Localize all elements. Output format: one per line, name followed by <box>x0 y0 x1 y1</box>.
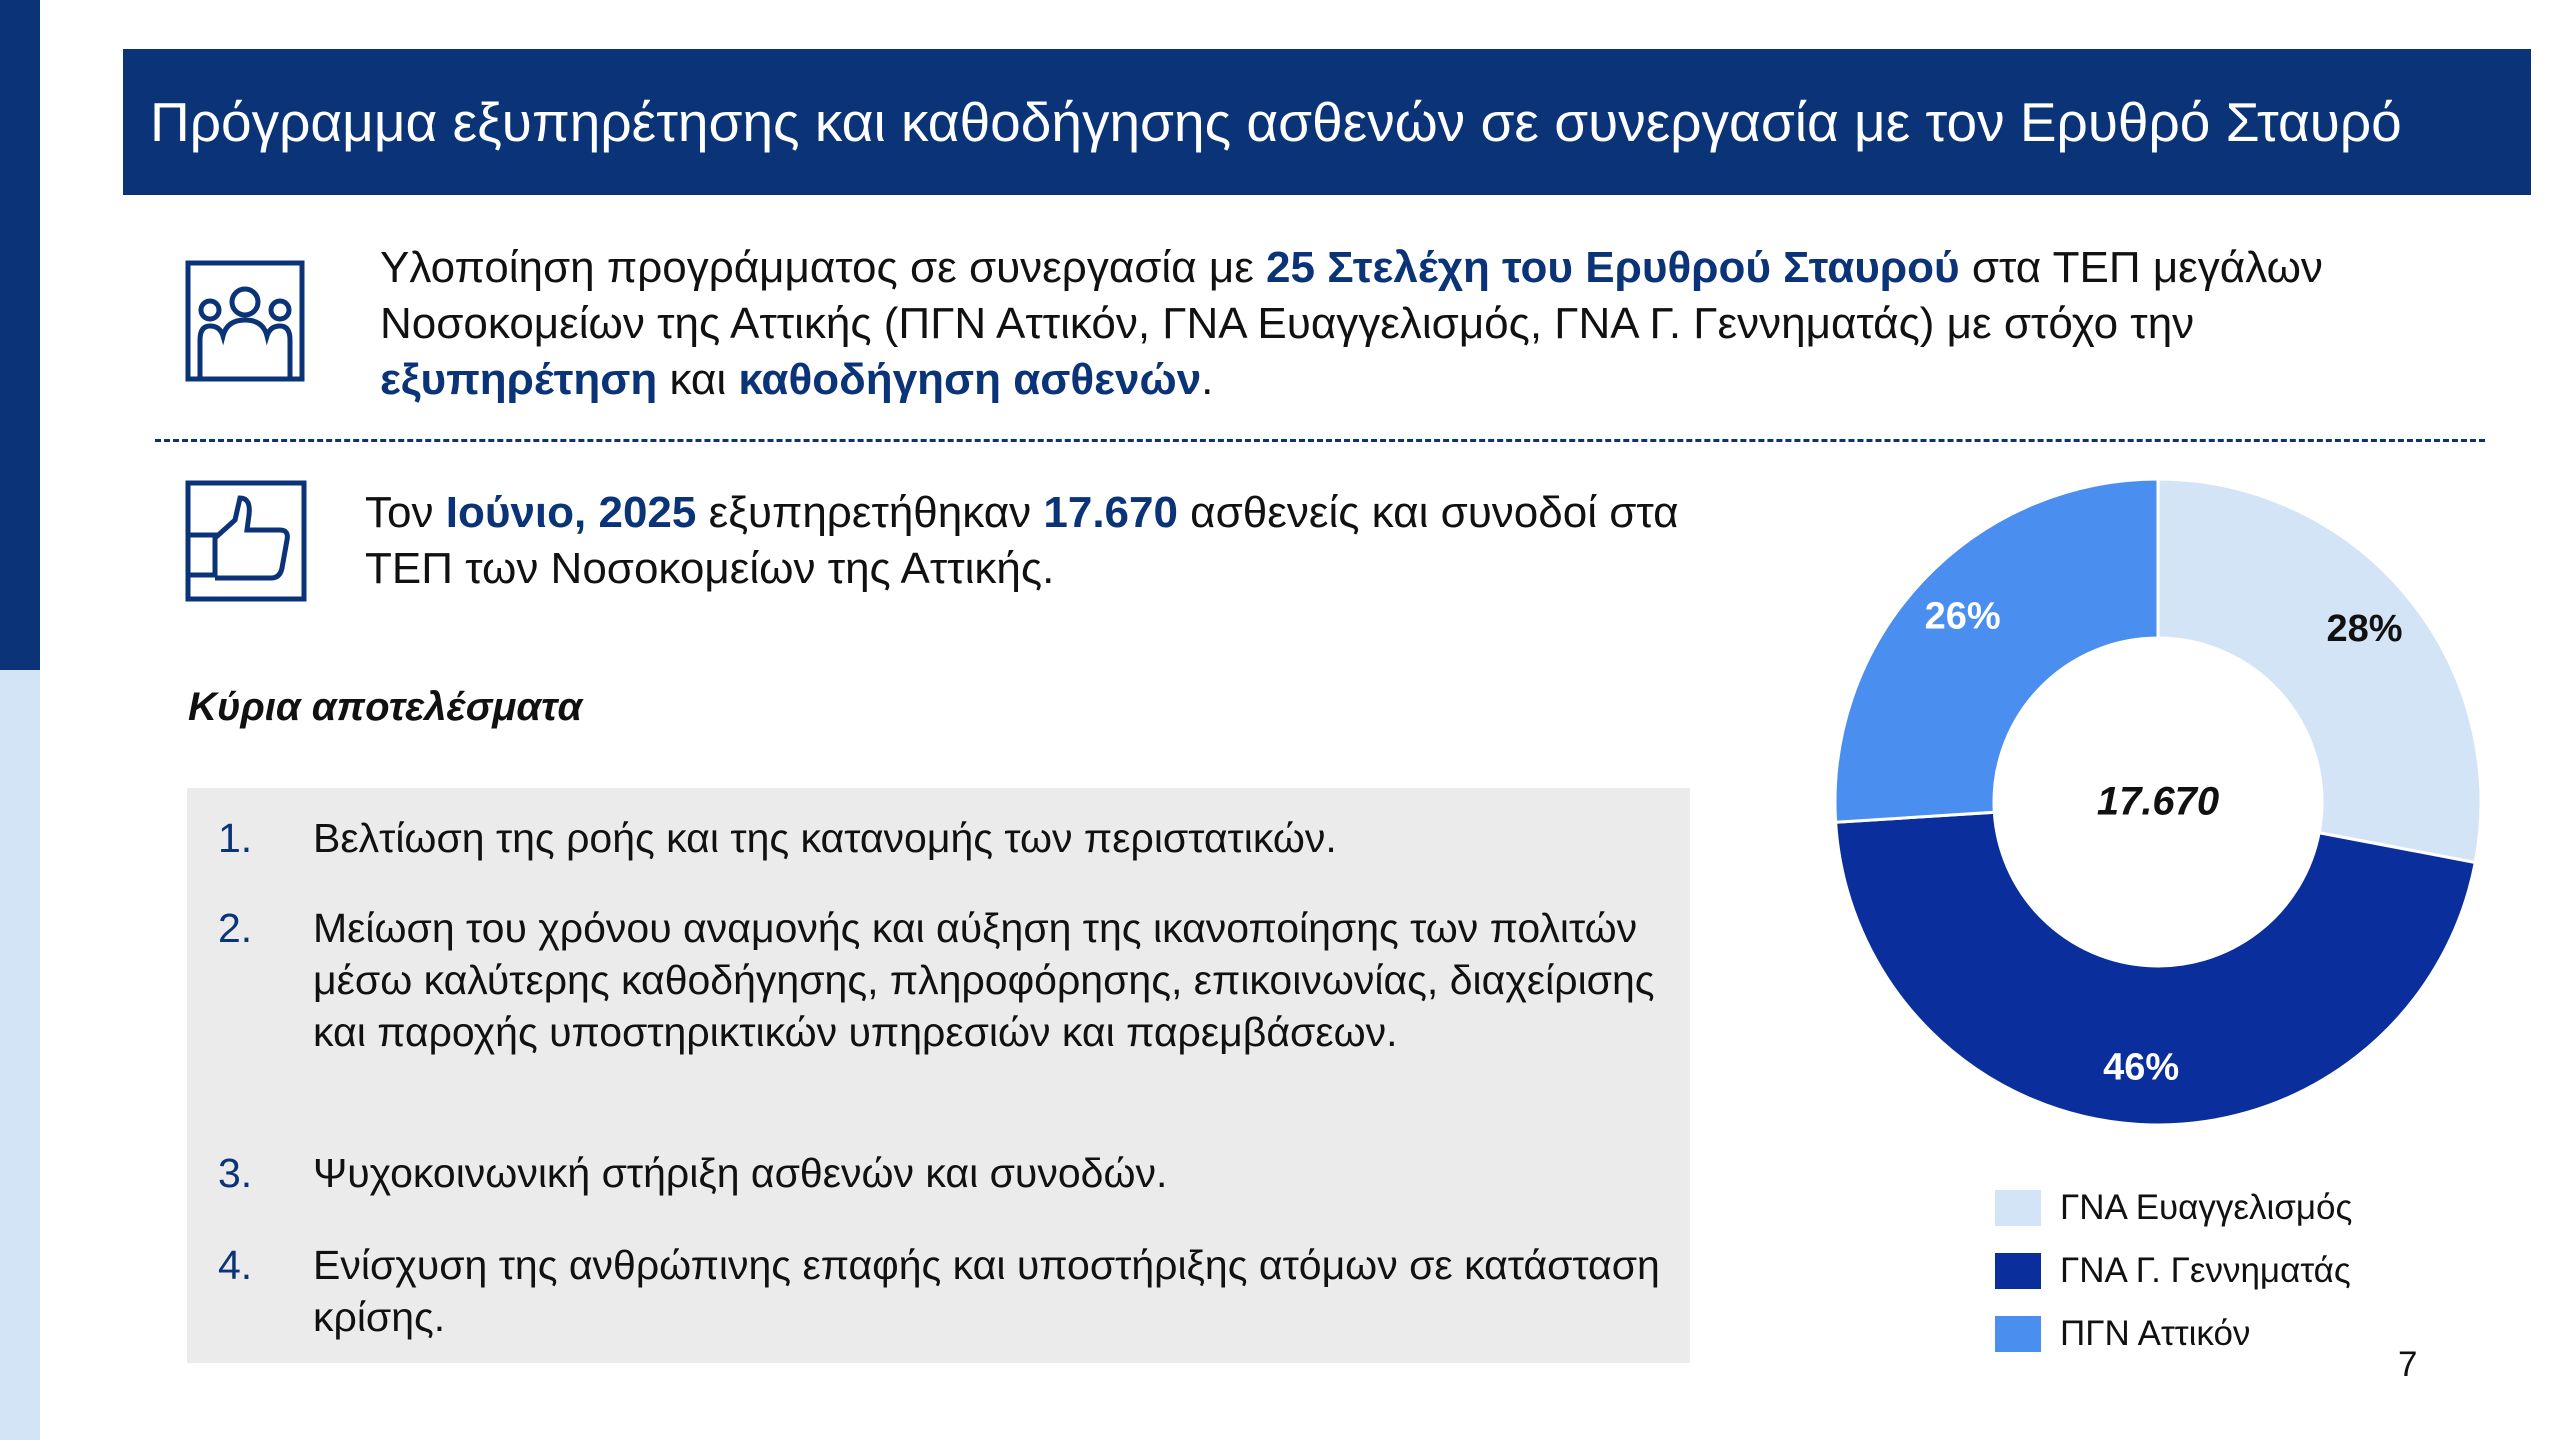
text: Ιούνιο, 2025 <box>445 488 697 537</box>
donut-slice <box>1834 810 2478 1127</box>
legend-swatch <box>1995 1316 2041 1352</box>
legend-label: ΠΓΝ Αττικόν <box>2060 1314 2251 1353</box>
text: ασθενείς και συνοδοί στα ΤΕΠ των Νοσοκομ… <box>365 488 1679 593</box>
page-number: 7 <box>2398 1345 2418 1384</box>
text: και <box>657 355 739 404</box>
people-icon <box>185 260 305 382</box>
legend-swatch <box>1995 1190 2041 1226</box>
legend-label: ΓΝΑ Ευαγγελισμός <box>2060 1188 2353 1227</box>
value-label: 28% <box>2326 608 2402 650</box>
results-box <box>187 788 1690 1363</box>
divider <box>155 439 2485 442</box>
item-text: Μείωση του χρόνου αναμονής και αύξηση τη… <box>313 905 1655 1055</box>
legend-label: ΓΝΑ Γ. Γεννηματάς <box>2060 1251 2351 1290</box>
results-title: Κύρια αποτελέσματα <box>188 685 583 729</box>
item-number: 4. <box>218 1242 253 1288</box>
side-bar <box>0 670 40 1440</box>
statement-text: Τον Ιούνιο, 2025 εξυπηρετήθηκαν 17.670 α… <box>365 485 1695 597</box>
legend-swatch <box>1995 1253 2041 1289</box>
value-label: 46% <box>2103 1047 2179 1089</box>
text: στα ΤΕΠ μεγάλων Νοσοκομείων της Αττικής … <box>380 243 2323 348</box>
text: καθοδήγηση ασθενών <box>738 355 1202 404</box>
item-number: 2. <box>218 905 253 951</box>
text: εξυπηρέτηση <box>380 355 658 404</box>
text: εξυπηρετήθηκαν <box>696 488 1044 537</box>
item-number: 1. <box>218 815 253 861</box>
item-number: 3. <box>218 1150 253 1196</box>
donut-slice <box>1833 477 2160 824</box>
side-bar <box>0 0 40 670</box>
text: . <box>1201 355 1214 404</box>
value-label: 26% <box>1925 596 2001 638</box>
donut-chart: 28% 46% 26% 17.670 <box>1833 477 2483 1127</box>
donut-slice <box>2156 477 2483 865</box>
thumbs-up-icon <box>185 480 307 602</box>
item-text: Ενίσχυση της ανθρώπινης επαφής και υποστ… <box>313 1242 1660 1340</box>
title: Πρόγραμμα εξυπηρέτησης και καθοδήγησης α… <box>123 49 2531 195</box>
item-text: Ψυχοκοινωνική στήριξη ασθενών και συνοδώ… <box>313 1150 1168 1196</box>
intro-text: Υλοποίηση προγράμματος σε συνεργασία με … <box>380 240 2480 408</box>
text: Υλοποίηση προγράμματος σε συνεργασία με <box>380 243 1267 292</box>
item-text: Βελτίωση της ροής και της κατανομής των … <box>313 815 1337 861</box>
center-label: 17.670 <box>2097 780 2219 824</box>
text: 25 Στελέχη του Ερυθρού Σταυρού <box>1266 243 1960 292</box>
text: 17.670 <box>1043 488 1178 537</box>
text: Τον <box>365 488 446 537</box>
